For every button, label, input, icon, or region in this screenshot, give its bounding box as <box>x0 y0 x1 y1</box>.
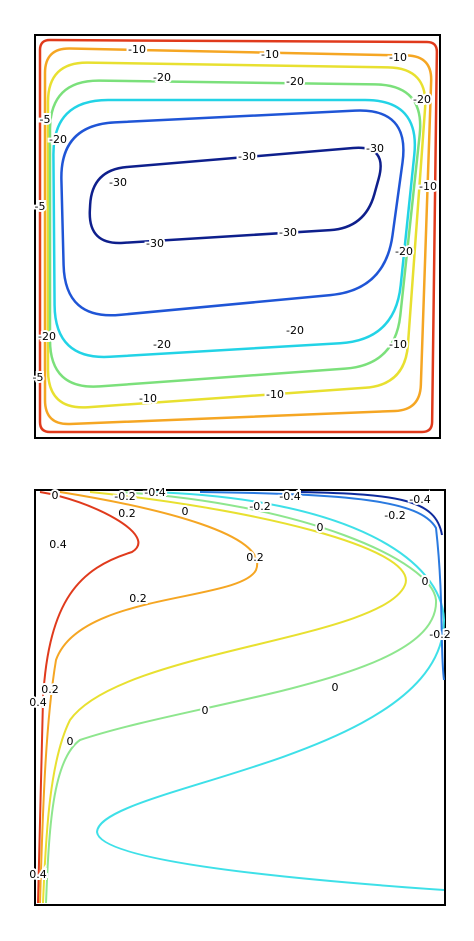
contour-label: -0.2 <box>249 500 270 513</box>
contour-label: -0.4 <box>409 493 430 506</box>
contour-label: 0.2 <box>41 683 59 696</box>
contour-label: -10 <box>389 51 407 64</box>
contour-label: -10 <box>128 43 146 56</box>
contour-label: 0 <box>67 735 74 748</box>
contour-label: -20 <box>153 71 171 84</box>
contour-label: 0 <box>332 681 339 694</box>
contour-label: 0.4 <box>49 538 67 551</box>
contour-label: -5 <box>33 371 44 384</box>
contour-label: 0.2 <box>118 507 136 520</box>
contour-label: -10 <box>139 392 157 405</box>
plot-frame <box>34 489 446 906</box>
contour-label: 0.2 <box>246 551 264 564</box>
contour-label: -20 <box>286 75 304 88</box>
contour-label: 0 <box>202 704 209 717</box>
contour-label: -10 <box>261 48 279 61</box>
contour-label: -20 <box>395 245 413 258</box>
contour-line <box>88 146 382 245</box>
contour-line <box>38 38 439 434</box>
contour-label: -30 <box>238 150 256 163</box>
contour-label: -30 <box>109 176 127 189</box>
contour-label: -0.2 <box>429 628 450 641</box>
contour-label: 0.4 <box>29 868 47 881</box>
contour-label: -10 <box>266 388 284 401</box>
contour-plot: -10 -10 -10 -5 -5 -5 -10 -10 -10 -10 -20 -20 -20 -20 -… <box>31 38 439 434</box>
contour-label: -20 <box>413 93 431 106</box>
contour-line <box>43 47 433 426</box>
contour-line <box>37 491 140 904</box>
contour-label: -5 <box>40 113 51 126</box>
contour-label: 0.4 <box>29 696 47 709</box>
contour-label: 0 <box>317 521 324 534</box>
contour-label: -0.2 <box>384 509 405 522</box>
contour-label: -0.4 <box>279 490 300 503</box>
contour-label: -10 <box>419 180 437 193</box>
contour-label: -0.4 <box>144 486 165 499</box>
contour-line <box>45 491 438 904</box>
contour-label: -10 <box>389 338 407 351</box>
contour-label: -20 <box>38 330 56 343</box>
contour-line <box>299 491 443 536</box>
contour-line <box>46 61 427 409</box>
contour-label: -5 <box>35 200 46 213</box>
contour-line <box>39 491 259 904</box>
contour-label: -30 <box>146 237 164 250</box>
plot-frame <box>34 34 441 439</box>
contour-label: -30 <box>366 142 384 155</box>
contour-line <box>199 491 445 681</box>
contour-label: -30 <box>279 226 297 239</box>
contour-line <box>95 491 446 891</box>
contour-label: -20 <box>153 338 171 351</box>
contour-label: -20 <box>286 324 304 337</box>
contour-line <box>48 79 422 388</box>
contour-label: 0 <box>422 575 429 588</box>
contour-label: -0.2 <box>114 490 135 503</box>
contour-label: -20 <box>49 133 67 146</box>
contour-line <box>52 98 417 359</box>
contour-line <box>42 491 407 904</box>
contour-label: 0.2 <box>129 592 147 605</box>
contour-label: 0 <box>52 489 59 502</box>
contour-line <box>60 109 405 317</box>
contour-label: 0 <box>182 505 189 518</box>
